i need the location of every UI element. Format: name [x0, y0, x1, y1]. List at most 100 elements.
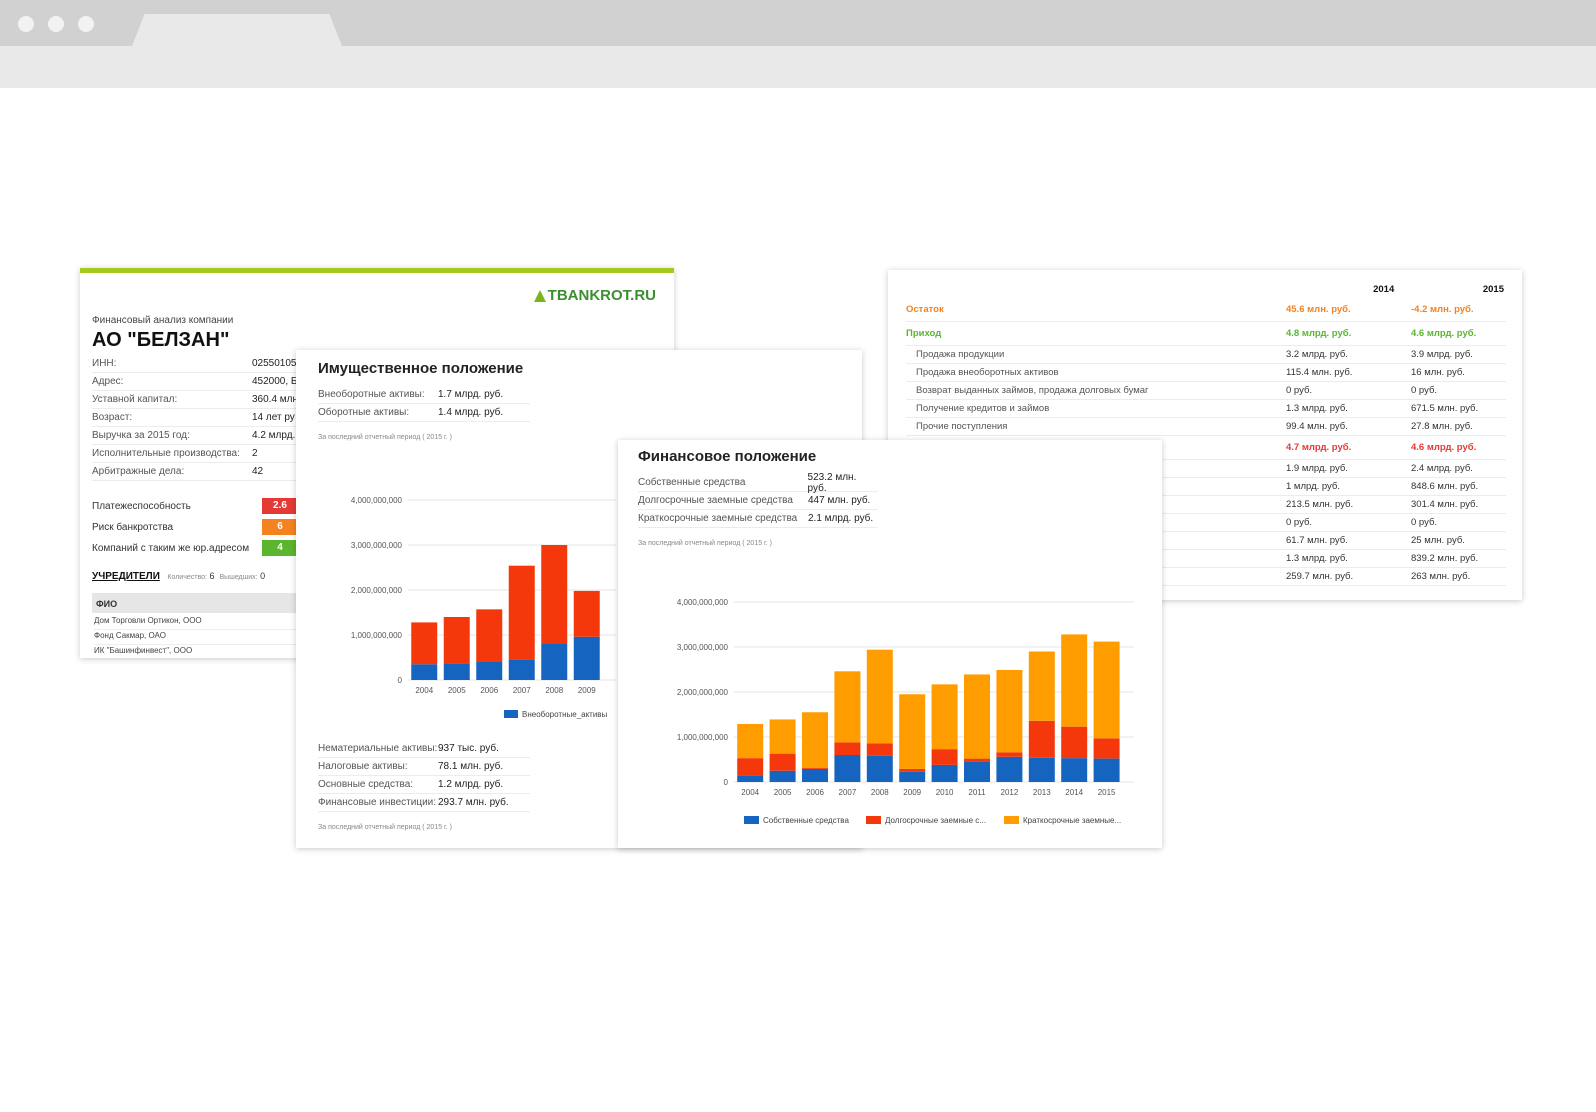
bar-segment [411, 622, 438, 665]
x-tick-label: 2008 [545, 686, 563, 695]
group-value-2015: 4.6 млрд. руб. [1411, 442, 1477, 453]
window-minimize-button[interactable] [48, 16, 64, 32]
cash-flow-card: 2014 2015 Остаток 45.6 млн. руб. -4.2 млн.… [888, 270, 1522, 600]
period-note: За последний отчетный период ( 2015 г. ) [318, 824, 452, 831]
field-value: 42 [252, 466, 264, 477]
row-value-2014: 1.3 млрд. руб. [1286, 403, 1348, 414]
field-label: Долгосрочные заемные средства [638, 495, 793, 506]
x-tick-label: 2010 [936, 788, 954, 797]
field-row: Собственные средства 523.2 млн. руб. [638, 472, 878, 494]
window-close-button[interactable] [18, 16, 34, 32]
group-value-2014: 4.7 млрд. руб. [1286, 442, 1352, 453]
field-label: Собственные средства [638, 477, 746, 488]
field-value: 1.4 млрд. руб. [438, 407, 504, 418]
period-note: За последний отчетный период ( 2015 г. ) [638, 540, 772, 547]
legend-label: Собственные средства [763, 816, 849, 825]
row-value-2015: 839.2 млн. руб. [1411, 553, 1479, 564]
row-value-2015: 2.4 млрд. руб. [1411, 463, 1473, 474]
bankruptcy-risk-row: Риск банкротства 6 [92, 518, 298, 536]
tbankrot-logo[interactable]: TBANKROT.RU [533, 287, 656, 304]
same-address-row: Компаний с таким же юр.адресом 4 [92, 539, 298, 557]
founders-table-row[interactable]: Дом Торговли Ортикон, ООО [94, 616, 314, 630]
field-label: Уставной капитал: [92, 394, 178, 405]
bar-segment [443, 663, 470, 680]
group-value-2014: 45.6 млн. руб. [1286, 304, 1351, 315]
y-tick-label: 0 [724, 778, 729, 787]
founders-table-row[interactable]: ИК "Башинфинвест", ООО [94, 646, 314, 658]
field-label: Арбитражные дела: [92, 466, 185, 477]
x-tick-label: 2007 [839, 788, 857, 797]
browser-tab[interactable] [132, 14, 342, 46]
field-label: Нематериальные активы: [318, 743, 438, 754]
bar-segment [866, 743, 893, 756]
field-label: Исполнительные производства: [92, 448, 240, 459]
bar-segment [931, 764, 958, 782]
window-maximize-button[interactable] [78, 16, 94, 32]
field-row: Налоговые активы: 78.1 млн. руб. [318, 758, 530, 776]
row-label: Продажа внеоборотных активов [916, 367, 1059, 378]
bar-segment [1093, 641, 1120, 739]
x-tick-label: 2009 [578, 686, 596, 695]
x-tick-label: 2005 [448, 686, 466, 695]
y-tick-label: 4,000,000,000 [677, 598, 729, 607]
bar-segment [737, 758, 764, 776]
field-label: Выручка за 2015 год: [92, 430, 190, 441]
field-label: Оборотные активы: [318, 407, 410, 418]
bar-segment [508, 565, 535, 660]
assets-top-fields: Внеоборотные активы: 1.7 млрд. руб. Оборо… [318, 386, 530, 422]
financial-position-title: Финансовое положение [638, 448, 817, 465]
bar-segment [834, 671, 861, 743]
field-row: Финансовые инвестиции: 293.7 млн. руб. [318, 794, 530, 812]
assets-chart: 0 1,000,000,000 2,000,000,000 3,000,000,000… [351, 496, 616, 719]
x-tick-label: 2005 [774, 788, 792, 797]
bar-segment [899, 694, 926, 769]
row-value-2015: 263 млн. руб. [1411, 571, 1471, 582]
field-value: 78.1 млн. руб. [438, 761, 504, 772]
x-tick-label: 2009 [903, 788, 921, 797]
field-label: Финансовые инвестиции: [318, 797, 437, 808]
bar-segment [931, 749, 958, 765]
field-value: 452000, Б [252, 376, 298, 387]
group-label: Приход [906, 328, 942, 339]
group-value-2014: 4.8 млрд. руб. [1286, 328, 1352, 339]
cash-flow-row: Продажа продукции 3.2 млрд. руб. 3.9 млрд.… [906, 346, 1506, 364]
field-row: Внеоборотные активы: 1.7 млрд. руб. [318, 386, 530, 404]
browser-chrome [0, 0, 1596, 88]
x-tick-label: 2004 [741, 788, 759, 797]
x-tick-label: 2004 [415, 686, 433, 695]
field-value: 1.2 млрд. руб. [438, 779, 504, 790]
bar-segment [931, 684, 958, 750]
bar-segment [573, 590, 600, 637]
x-tick-label: 2011 [968, 788, 986, 797]
report-subtitle: Финансовый анализ компании [92, 315, 234, 326]
financial-position-card: Финансовое положение Собственные средств… [618, 440, 1162, 848]
founders-title[interactable]: УЧРЕДИТЕЛИ [92, 571, 160, 582]
bar-segment [899, 771, 926, 782]
row-value-2014: 1.3 млрд. руб. [1286, 553, 1348, 564]
score-label: Платежеспособность [92, 500, 191, 512]
founders-left-label: Вышедших: [219, 574, 258, 581]
year-2014: 2014 [1373, 283, 1395, 295]
legend-swatch [1004, 816, 1019, 824]
bar-segment [1061, 726, 1088, 759]
bar-segment [769, 753, 796, 771]
bar-segment [802, 768, 828, 769]
solvency-score-row: Платежеспособность 2.6 [92, 497, 298, 515]
bar-segment [996, 669, 1023, 753]
bar-segment [1028, 651, 1055, 721]
y-tick-label: 1,000,000,000 [351, 631, 403, 640]
row-value-2014: 99.4 млн. руб. [1286, 421, 1348, 432]
row-value-2015: 671.5 млн. руб. [1411, 403, 1479, 414]
row-value-2014: 0 руб. [1286, 385, 1313, 396]
score-badge: 4 [262, 540, 298, 556]
bar-segment [866, 755, 893, 782]
bar-segment [1093, 758, 1120, 782]
row-label: Возврат выданных займов, продажа долговы… [916, 385, 1149, 396]
field-row: Долгосрочные заемные средства 447 млн. ру… [638, 492, 878, 510]
founders-table-row[interactable]: Фонд Сакмар, ОАО [94, 631, 314, 645]
bar-segment [411, 664, 438, 680]
hammer-icon [533, 289, 546, 302]
legend-swatch [866, 816, 881, 824]
bar-segment [769, 719, 796, 754]
x-tick-label: 2014 [1065, 788, 1083, 797]
